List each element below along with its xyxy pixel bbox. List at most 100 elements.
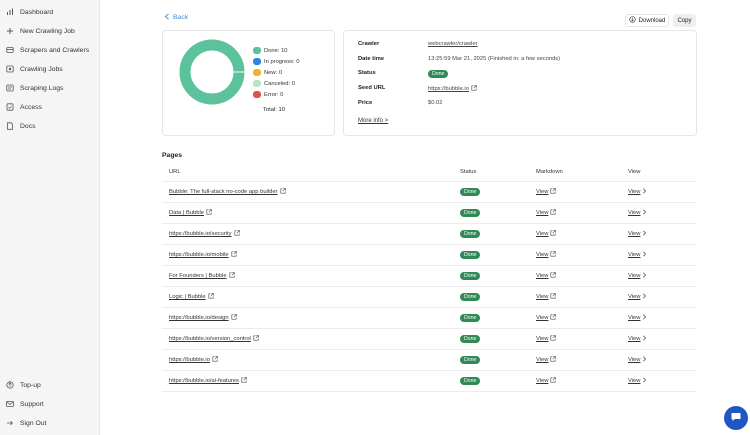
more-info-link[interactable]: More info > <box>358 118 389 124</box>
markdown-view-link[interactable]: View <box>536 230 557 238</box>
view-text: View <box>628 378 641 384</box>
chevron-right-icon <box>642 335 647 343</box>
crawler-link[interactable]: webcrawler/crawler <box>428 41 478 47</box>
view-link[interactable]: View <box>628 293 647 301</box>
markdown-view-link[interactable]: View <box>536 272 557 280</box>
external-link-icon <box>208 293 214 301</box>
page-url-text: https://bubble.io/design <box>169 315 229 321</box>
info-row-crawler: Crawler webcrawler/crawler <box>358 41 478 47</box>
external-link-icon <box>550 188 557 196</box>
sidebar-item-label: New Crawling Job <box>20 27 75 35</box>
page-url-link[interactable]: Bubble: The full-stack no-code app build… <box>169 188 286 196</box>
chevron-right-icon <box>642 314 647 322</box>
external-link-icon <box>550 230 557 238</box>
view-text: View <box>628 273 641 279</box>
sidebar-item-label: Scrapers and Crawlers <box>20 46 90 54</box>
page-url-link[interactable]: https://bubble.io <box>169 356 218 364</box>
seed-url-link[interactable]: https://bubble.io <box>428 85 477 93</box>
markdown-view-link[interactable]: View <box>536 314 557 322</box>
markdown-view-link[interactable]: View <box>536 377 557 385</box>
back-link[interactable]: Back <box>164 13 188 22</box>
info-row-price: Price $0.02 <box>358 100 443 106</box>
sidebar-item-sign-out[interactable]: Sign Out <box>6 416 46 430</box>
page-url-link[interactable]: https://bubble.io/design <box>169 314 237 322</box>
page-url-link[interactable]: Logic | Bubble <box>169 293 214 301</box>
page-url-text: https://bubble.io <box>169 357 210 363</box>
page-url-text: Data | Bubble <box>169 210 205 216</box>
legend-swatch-in-progress <box>253 58 261 65</box>
column-header-url: URL <box>169 168 181 175</box>
download-button[interactable]: Download <box>625 14 669 27</box>
main-content: Back Download Copy Done: 10 In progress:… <box>100 0 750 435</box>
info-key: Crawler <box>358 41 380 47</box>
page-url-link[interactable]: Data | Bubble <box>169 209 212 217</box>
markdown-view-text: View <box>536 231 549 237</box>
table-row: Logic | Bubble Done View View <box>162 287 697 308</box>
external-link-icon <box>550 293 557 301</box>
view-link[interactable]: View <box>628 314 647 322</box>
table-row: https://bubble.io/mobile Done View View <box>162 245 697 266</box>
view-text: View <box>628 210 641 216</box>
seed-url-text: https://bubble.io <box>428 86 469 92</box>
external-link-icon <box>212 356 218 364</box>
external-link-icon <box>241 377 247 385</box>
page-url-link[interactable]: https://bubble.io/ai-features <box>169 377 247 385</box>
table-row: https://bubble.io/design Done View View <box>162 308 697 329</box>
markdown-view-link[interactable]: View <box>536 335 557 343</box>
view-link[interactable]: View <box>628 356 647 364</box>
sidebar-item-top-up[interactable]: Top-up <box>6 378 41 392</box>
markdown-view-text: View <box>536 315 549 321</box>
status-chart-card: Done: 10 In progress: 0 New: 0 Canceled:… <box>162 30 335 136</box>
sidebar-item-dashboard[interactable]: Dashboard <box>6 5 53 19</box>
page-url-text: https://bubble.io/mobile <box>169 252 229 258</box>
markdown-view-text: View <box>536 252 549 258</box>
sidebar-item-scraping-logs[interactable]: Scraping Logs <box>6 81 63 95</box>
info-key: Date time <box>358 56 385 62</box>
page-url-link[interactable]: https://bubble.io/version_control <box>169 335 259 343</box>
view-link[interactable]: View <box>628 188 647 196</box>
markdown-view-link[interactable]: View <box>536 188 557 196</box>
markdown-view-link[interactable]: View <box>536 209 557 217</box>
legend-label: Canceled: 0 <box>264 80 295 87</box>
view-link[interactable]: View <box>628 230 647 238</box>
view-text: View <box>628 294 641 300</box>
sidebar-item-crawling-jobs[interactable]: Crawling Jobs <box>6 62 63 76</box>
copy-button[interactable]: Copy <box>673 14 696 27</box>
markdown-view-link[interactable]: View <box>536 356 557 364</box>
view-link[interactable]: View <box>628 335 647 343</box>
info-key: Price <box>358 100 373 106</box>
chevron-right-icon <box>642 356 647 364</box>
external-link-icon <box>550 356 557 364</box>
page-url-link[interactable]: https://bubble.io/mobile <box>169 251 237 259</box>
status-badge: Done <box>460 251 481 259</box>
sidebar-item-scrapers-and-crawlers[interactable]: Scrapers and Crawlers <box>6 43 89 57</box>
markdown-view-link[interactable]: View <box>536 251 557 259</box>
chevron-right-icon <box>642 251 647 259</box>
donut-slice-done <box>179 39 245 105</box>
view-link[interactable]: View <box>628 251 647 259</box>
chat-widget-button[interactable] <box>724 406 748 430</box>
sidebar-item-docs[interactable]: Docs <box>6 119 36 133</box>
jobs-icon <box>6 65 14 73</box>
page-url-link[interactable]: https://bubble.io/security <box>169 230 240 238</box>
legend-label: New: 0 <box>264 69 283 76</box>
external-link-icon <box>231 314 237 322</box>
view-link[interactable]: View <box>628 209 647 217</box>
sidebar-item-label: Crawling Jobs <box>20 65 63 73</box>
legend-item-canceled: Canceled: 0 <box>253 80 295 87</box>
markdown-view-link[interactable]: View <box>536 293 557 301</box>
view-link[interactable]: View <box>628 377 647 385</box>
sidebar-item-new-crawling-job[interactable]: New Crawling Job <box>6 24 75 38</box>
view-text: View <box>628 357 641 363</box>
view-link[interactable]: View <box>628 272 647 280</box>
page-url-link[interactable]: For Founders | Bubble <box>169 272 235 280</box>
status-badge: Done <box>460 209 481 217</box>
topup-icon <box>6 381 14 389</box>
view-text: View <box>628 189 641 195</box>
external-link-icon <box>550 377 557 385</box>
status-badge: Done <box>460 293 481 301</box>
table-row: https://bubble.io/version_control Done Vie… <box>162 329 697 350</box>
sidebar-item-access[interactable]: Access <box>6 100 42 114</box>
logs-icon <box>6 84 14 92</box>
sidebar-item-support[interactable]: Support <box>6 397 44 411</box>
